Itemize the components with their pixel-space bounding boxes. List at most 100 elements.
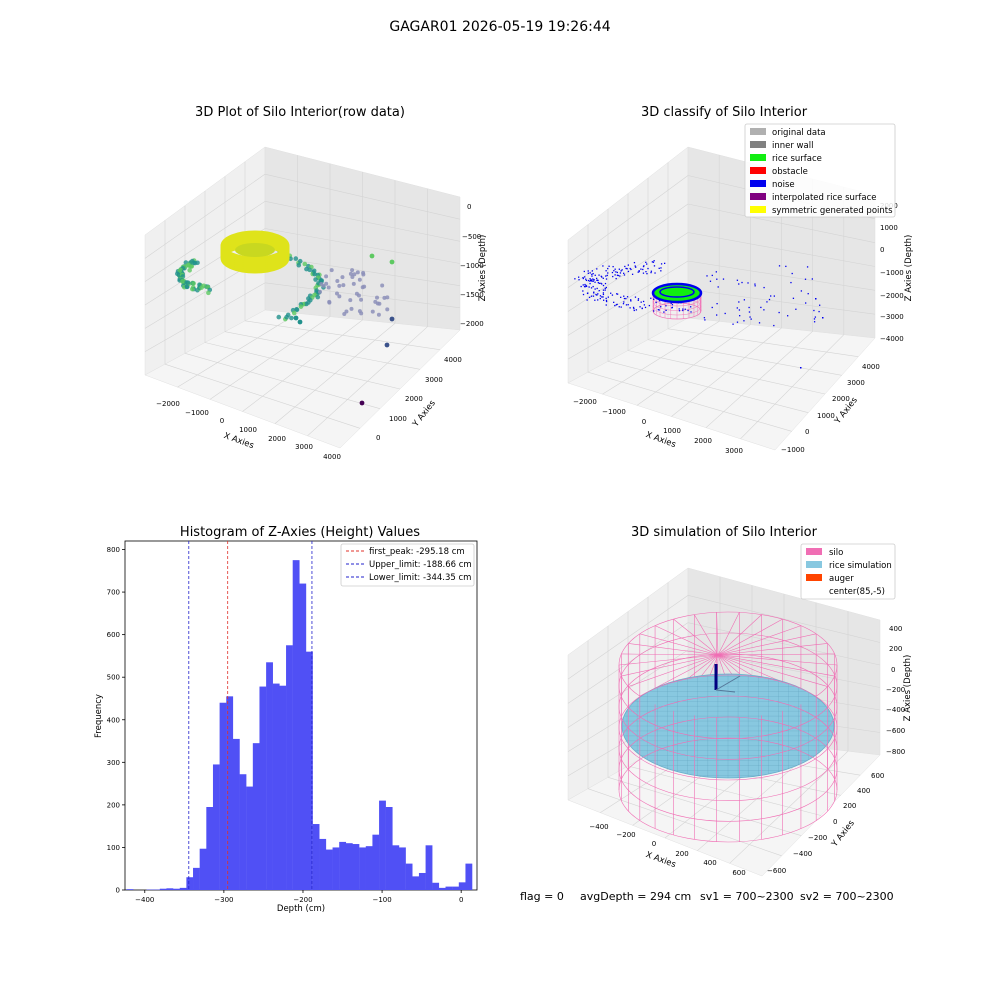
noise-point (741, 281, 743, 284)
noise-point (645, 271, 647, 273)
raw-point (370, 309, 375, 314)
noise-point (770, 295, 772, 297)
noise-point (690, 306, 692, 308)
noise-point (626, 268, 628, 270)
noise-point (597, 281, 599, 284)
raw-point (352, 272, 357, 277)
noise-point (647, 267, 649, 270)
noise-point (633, 309, 635, 312)
sim-x-tick: 600 (732, 869, 745, 877)
histogram-bar (299, 583, 307, 890)
legend-label: inner wall (772, 141, 813, 151)
status-avg-depth: avgDepth = 294 cm (580, 890, 691, 903)
noise-point (637, 299, 639, 301)
y-tick-label: 700 (107, 589, 120, 597)
raw-z-tick: −1000 (460, 262, 484, 270)
sim-x-tick: −400 (589, 823, 608, 831)
noise-point (616, 271, 619, 274)
noise-point (614, 274, 616, 276)
noise-point (589, 280, 591, 282)
noise-point (738, 301, 740, 303)
raw-z-tick: −500 (462, 233, 481, 241)
noise-point (634, 265, 636, 267)
sim-x-tick: 200 (675, 850, 688, 858)
noise-point (660, 263, 663, 265)
raw-point (306, 300, 311, 305)
histogram-bar (418, 872, 426, 890)
legend-swatch (750, 167, 766, 174)
noise-point (653, 310, 655, 312)
histogram-bar (266, 662, 273, 890)
raw-point (329, 268, 334, 273)
noise-point (732, 323, 734, 325)
histogram-bar (432, 882, 440, 890)
cls-y-tick: 3000 (847, 379, 865, 387)
noise-point (624, 265, 626, 268)
noise-point (591, 270, 594, 272)
noise-point (716, 302, 718, 305)
sim-y-tick: 0 (833, 818, 837, 826)
cls-x-tick: −2000 (573, 398, 597, 406)
raw-point (191, 281, 196, 286)
raw-point (361, 270, 366, 275)
histogram-bar (166, 888, 174, 890)
noise-point (766, 301, 768, 303)
noise-point (587, 270, 589, 272)
histogram-bar (312, 824, 320, 890)
raw-point (201, 283, 207, 289)
noise-point (577, 276, 580, 278)
noise-point (650, 270, 653, 272)
noise-point (678, 310, 681, 312)
noise-point (658, 309, 660, 311)
raw-point (327, 299, 332, 304)
legend-label: noise (772, 180, 795, 190)
status-sv2: sv2 = 700~2300 (800, 890, 894, 903)
noise-point (687, 309, 689, 312)
noise-point (613, 270, 615, 272)
noise-point (717, 286, 719, 288)
legend-swatch (750, 128, 766, 135)
noise-point (642, 272, 645, 274)
noise-point (620, 270, 622, 272)
silo-roof-wire (621, 653, 719, 656)
histogram-bar (379, 800, 386, 890)
noise-point (586, 299, 588, 301)
noise-point (642, 265, 645, 268)
noise-point (642, 300, 645, 303)
histogram-bar (385, 807, 393, 890)
histogram-bar (259, 686, 267, 890)
noise-point (743, 299, 746, 301)
cls-x-tick: −1000 (602, 408, 626, 416)
noise-point (607, 296, 609, 298)
silo-roof-wire (654, 625, 719, 656)
cls-z-tick: −3000 (880, 313, 904, 321)
noise-point (650, 271, 652, 274)
noise-point (706, 275, 708, 277)
y-tick-label: 0 (116, 887, 120, 895)
noise-point (595, 277, 598, 280)
noise-point (800, 367, 802, 369)
cls-y-tick: 4000 (862, 363, 880, 371)
raw-point (324, 281, 329, 286)
noise-point (612, 265, 614, 268)
noise-point (590, 279, 593, 281)
noise-point (638, 270, 640, 273)
simulation-3d-title: 3D simulation of Silo Interior (631, 525, 818, 540)
noise-point (763, 309, 765, 311)
sim-z-tick: 400 (889, 625, 902, 633)
noise-point (616, 293, 619, 295)
noise-point (607, 272, 609, 274)
histogram-bar (325, 849, 333, 890)
noise-point (785, 265, 787, 268)
noise-point (589, 282, 591, 285)
sim-x-tick: 0 (652, 840, 656, 848)
noise-point (791, 272, 793, 275)
noise-point (590, 287, 593, 289)
y-tick-label: 300 (107, 759, 120, 767)
raw-x-tick: −1000 (185, 409, 209, 417)
noise-point (682, 309, 684, 312)
raw-point (376, 312, 381, 317)
noise-point (663, 311, 665, 313)
noise-point (654, 272, 656, 274)
noise-point (652, 261, 655, 263)
